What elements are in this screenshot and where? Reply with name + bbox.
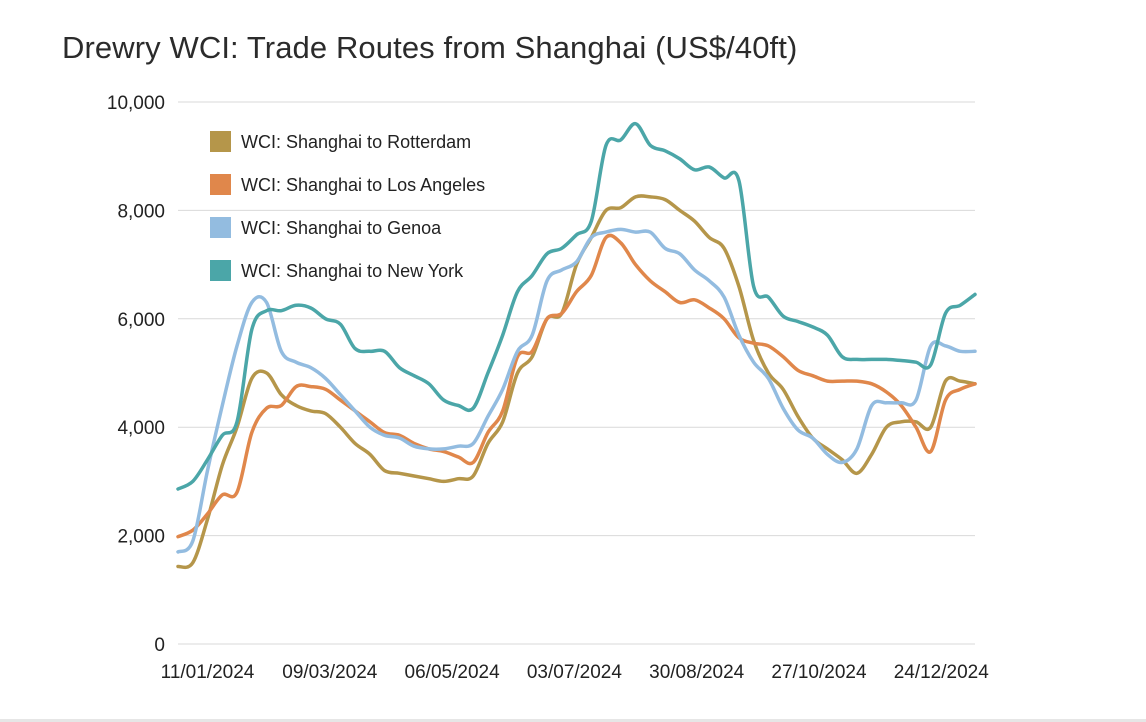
series-lines bbox=[176, 121, 977, 570]
series-line-wci-shanghai-to-genoa bbox=[176, 227, 977, 554]
y-tick-label: 8,000 bbox=[117, 201, 165, 222]
legend-label: WCI: Shanghai to Genoa bbox=[241, 218, 442, 238]
x-tick-label: 30/08/2024 bbox=[649, 662, 745, 683]
y-tick-label: 6,000 bbox=[117, 310, 165, 331]
bottom-divider bbox=[0, 719, 1146, 722]
y-tick-label: 10,000 bbox=[107, 93, 165, 114]
series-line-wci-shanghai-to-rotterdam bbox=[176, 194, 977, 570]
y-tick-label: 0 bbox=[154, 635, 165, 656]
y-tick-label: 4,000 bbox=[117, 418, 165, 439]
legend-swatch bbox=[210, 260, 231, 281]
series-line-wci-shanghai-to-new-york bbox=[176, 121, 977, 491]
x-tick-label: 27/10/2024 bbox=[771, 662, 867, 683]
legend: WCI: Shanghai to Rotterdam WCI: Shanghai … bbox=[210, 131, 485, 281]
legend-swatch bbox=[210, 174, 231, 195]
x-tick-label: 11/01/2024 bbox=[161, 662, 255, 683]
x-tick-label: 24/12/2024 bbox=[894, 662, 990, 683]
legend-label: WCI: Shanghai to Los Angeles bbox=[241, 175, 485, 195]
x-tick-label: 03/07/2024 bbox=[527, 662, 623, 683]
y-tick-label: 2,000 bbox=[117, 527, 165, 548]
grid-lines bbox=[178, 101, 975, 645]
legend-label: WCI: Shanghai to Rotterdam bbox=[241, 132, 471, 152]
legend-label: WCI: Shanghai to New York bbox=[241, 261, 464, 281]
x-axis-ticks: 11/01/2024 09/03/2024 06/05/2024 03/07/2024… bbox=[161, 662, 990, 683]
y-axis-ticks: 0 2,000 4,000 6,000 8,000 10,000 bbox=[107, 93, 165, 656]
x-tick-label: 06/05/2024 bbox=[405, 662, 501, 683]
chart-title: Drewry WCI: Trade Routes from Shanghai (… bbox=[62, 30, 798, 65]
legend-swatch bbox=[210, 131, 231, 152]
legend-swatch bbox=[210, 217, 231, 238]
x-tick-label: 09/03/2024 bbox=[282, 662, 378, 683]
series-line-wci-shanghai-to-los-angeles bbox=[176, 233, 977, 539]
